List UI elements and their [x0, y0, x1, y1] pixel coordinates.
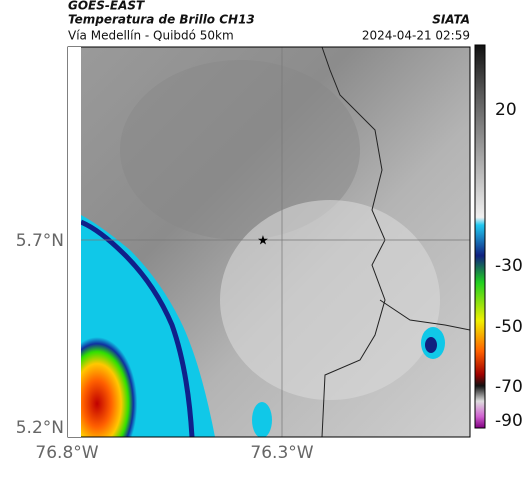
- satellite-image: ★: [81, 47, 470, 437]
- datetime: 2024-04-21 02:59: [362, 29, 470, 43]
- colorbar-tick: -90: [495, 411, 523, 431]
- lat-label: 5.7°N: [16, 231, 64, 251]
- colorbar-tick: -50: [495, 317, 523, 337]
- route: Vía Medellín - Quibdó 50km: [68, 29, 234, 43]
- colorbar-tick: -70: [495, 377, 523, 397]
- colorbar: 20 -30 -50 -70 -90: [474, 44, 523, 431]
- colorbar-tick: -30: [495, 256, 523, 276]
- subtitle: Temperatura de Brillo CH13: [68, 13, 255, 27]
- lon-label: 76.8°W: [35, 443, 98, 463]
- source: SIATA: [432, 13, 470, 27]
- colorbar-tick: 20: [495, 100, 517, 120]
- lat-label: 5.2°N: [16, 418, 64, 438]
- title: GOES-EAST: [68, 0, 145, 13]
- svg-text:★: ★: [257, 234, 269, 249]
- lon-label: 76.3°W: [250, 443, 313, 463]
